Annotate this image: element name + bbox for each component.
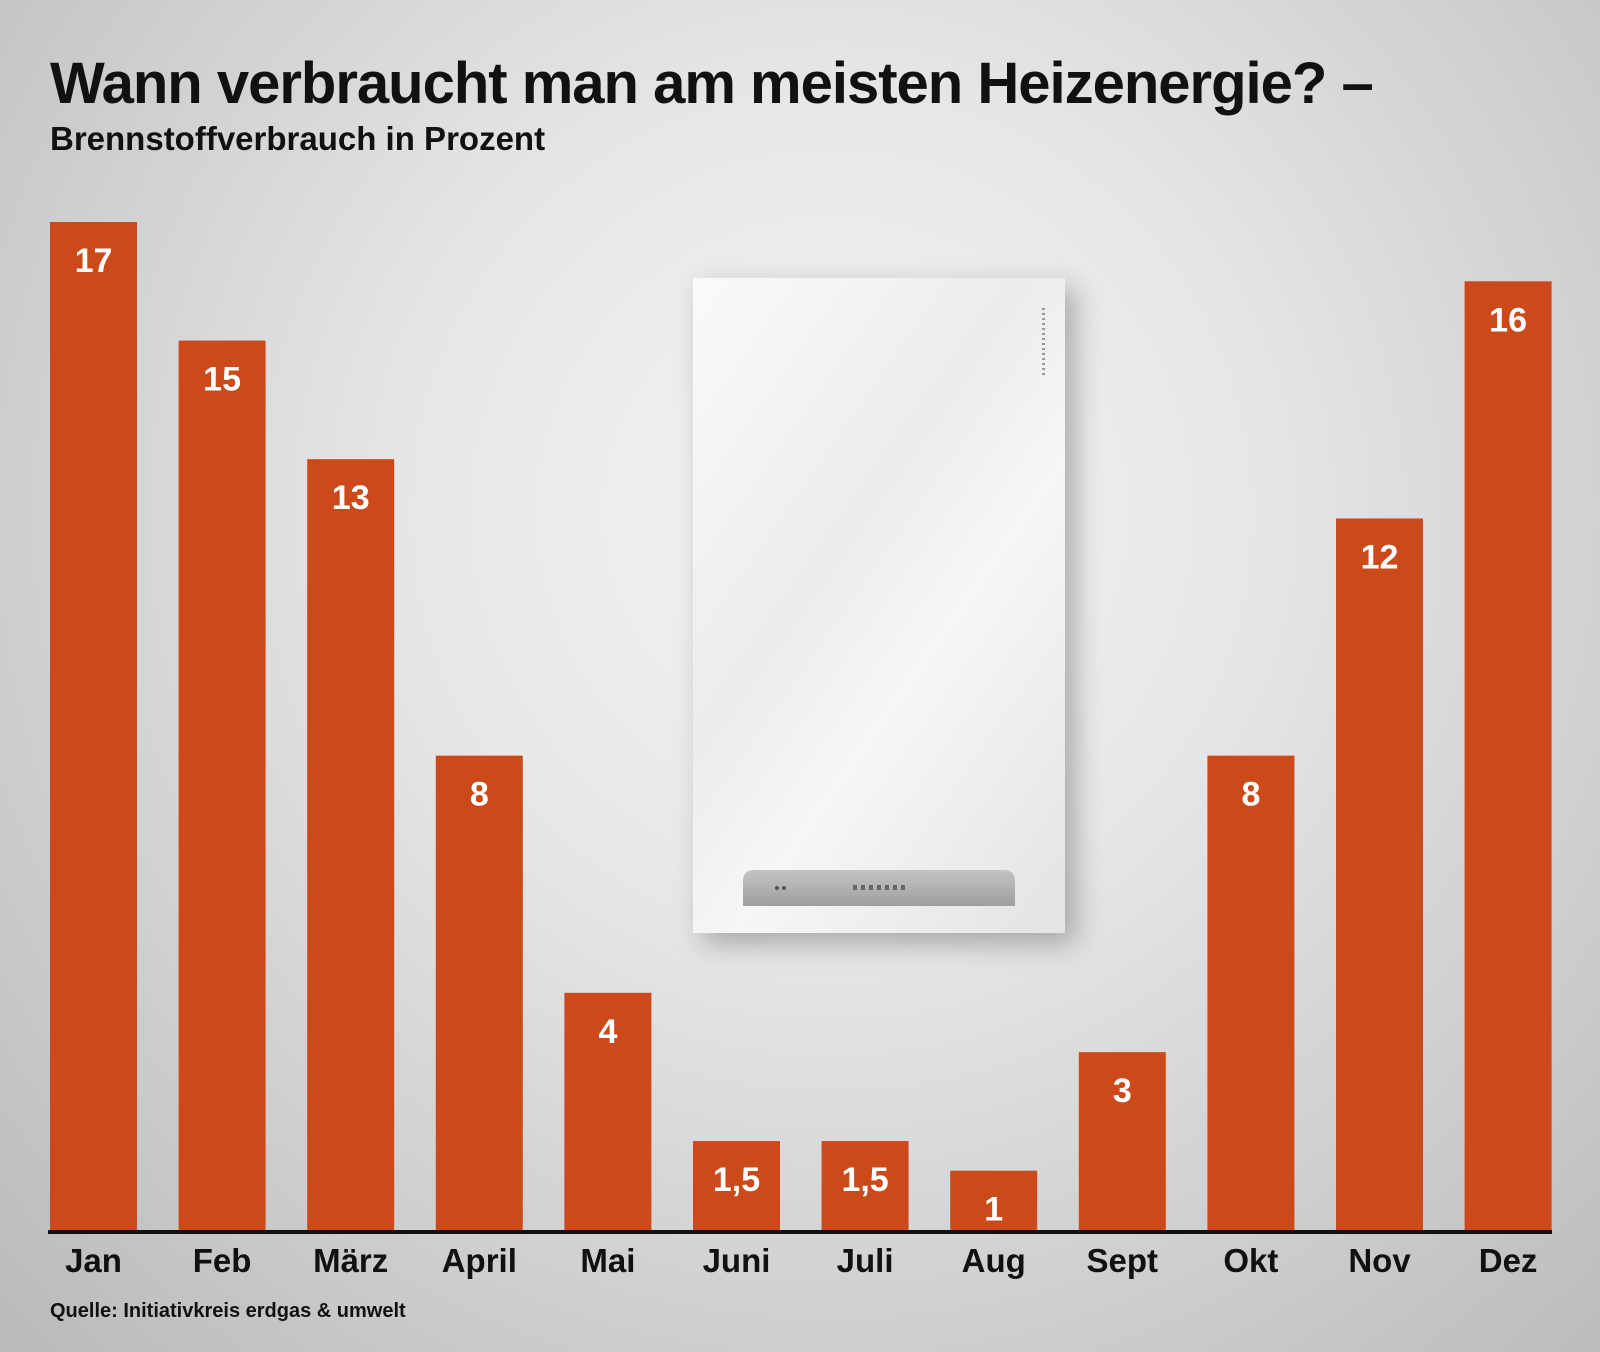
bar-value-label: 15 [203, 361, 241, 399]
x-tick-label: Okt [1223, 1242, 1278, 1279]
bar-April [435, 755, 523, 1230]
x-tick-label: Jan [65, 1242, 122, 1279]
bar-value-label: 17 [75, 242, 113, 280]
bar-Juli [821, 1141, 909, 1230]
bar-Nov [1336, 518, 1423, 1230]
boiler-indicator-lights [775, 886, 789, 890]
x-tick-label: Feb [193, 1242, 252, 1279]
x-tick-label: Sept [1087, 1242, 1159, 1279]
bar-value-label: 1 [984, 1191, 1003, 1229]
bar-value-label: 1,5 [841, 1161, 888, 1199]
bar-Dez [1464, 281, 1552, 1230]
bar-value-label: 8 [1241, 776, 1260, 814]
bar-value-label: 3 [1113, 1072, 1132, 1110]
boiler-logo [853, 885, 909, 890]
bar-Okt [1207, 755, 1295, 1230]
bar-value-label: 1,5 [713, 1161, 760, 1199]
boiler-image [693, 278, 1065, 933]
bar-value-label: 4 [598, 1013, 617, 1051]
x-tick-label: März [313, 1242, 388, 1279]
bar-value-label: 16 [1489, 301, 1527, 339]
x-tick-label: Dez [1479, 1242, 1538, 1279]
bar-Juni [693, 1141, 780, 1230]
x-tick-label: Nov [1348, 1242, 1411, 1279]
bar-value-label: 12 [1361, 538, 1399, 576]
x-tick-label: Aug [962, 1242, 1026, 1279]
bar-Aug [950, 1170, 1038, 1230]
boiler-control-panel [743, 870, 1015, 906]
bar-value-label: 13 [332, 479, 370, 517]
bar-Jan [50, 222, 137, 1230]
x-tick-label: Juni [703, 1242, 771, 1279]
bar-Feb [178, 340, 266, 1230]
x-tick-label: Juli [837, 1242, 894, 1279]
x-tick-label: April [442, 1242, 517, 1279]
bar-Mai [564, 992, 652, 1230]
bar-März [307, 459, 395, 1230]
bar-value-label: 8 [470, 776, 489, 814]
x-tick-label: Mai [580, 1242, 635, 1279]
chart-title: Wann verbraucht man am meisten Heizenerg… [50, 51, 1374, 116]
chart-subtitle: Brennstoffverbrauch in Prozent [50, 120, 546, 157]
chart-source: Quelle: Initiativkreis erdgas & umwelt [50, 1300, 406, 1322]
boiler-brand-stripe [1042, 308, 1045, 378]
bar-Sept [1078, 1052, 1166, 1230]
